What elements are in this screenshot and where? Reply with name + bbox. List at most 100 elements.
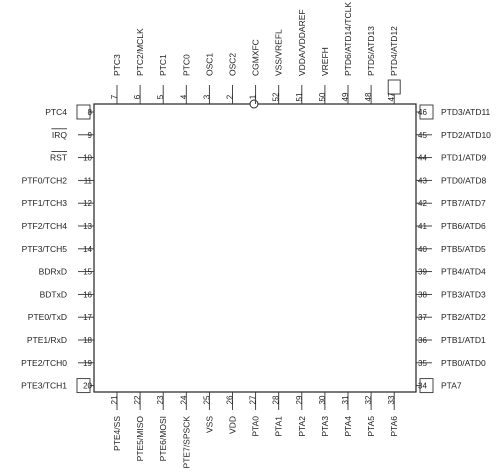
pin-number-32: 32 [364,395,373,404]
pin-label-17: PTE0/TxD [28,312,67,322]
pin-number-47: 47 [387,92,396,101]
pin-number-46: 46 [418,108,427,117]
pin-label-34: PTA7 [441,381,462,391]
pin-label-33: PTA6 [389,416,399,437]
pin-label-38: PTB3/ATD3 [441,289,486,299]
pin-label-36: PTB1/ATD1 [441,335,486,345]
pin-label-27: PTA0 [251,416,261,437]
pin-number-39: 39 [418,268,427,277]
pin-label-9: IRQ [52,130,68,140]
pin-label-8: PTC4 [45,107,67,117]
pin-number-29: 29 [295,395,304,404]
pin-number-15: 15 [83,268,92,277]
pin-number-51: 51 [295,92,304,101]
package-body [93,103,417,393]
pin-label-25: VSS [204,416,214,433]
pin-label-6: PTC2/MCLK [135,28,145,76]
pin-number-33: 33 [387,395,396,404]
pin-number-3: 3 [202,94,211,99]
pin-number-45: 45 [418,131,427,140]
pin-number-43: 43 [418,176,427,185]
pin-label-39: PTB4/ATD4 [441,267,486,277]
pin-label-15: BDRxD [39,267,67,277]
pin-number-35: 35 [418,359,427,368]
pin-label-45: PTD2/ATD10 [441,130,491,140]
pin-label-37: PTB2/ATD2 [441,312,486,322]
pin-label-14: PTF3/TCH5 [22,244,68,254]
pin-number-34: 34 [418,382,427,391]
pin-number-1: 1 [249,94,258,99]
pin-label-30: PTA3 [320,416,330,437]
pin-number-24: 24 [179,395,188,404]
pin-label-32: PTA5 [366,416,376,437]
pin-label-41: PTB6/ATD6 [441,221,486,231]
pin-number-50: 50 [318,92,327,101]
pin-label-46: PTD3/ATD11 [441,107,491,117]
pin-number-42: 42 [418,199,427,208]
pin-number-30: 30 [318,395,327,404]
pin-label-50: VREFH [320,47,330,76]
pin-box-20 [76,378,91,394]
pin-number-18: 18 [83,336,92,345]
pin-label-19: PTE2/TCH0 [21,358,67,368]
pin-number-4: 4 [179,94,188,99]
pin-number-48: 48 [364,92,373,101]
pin-label-29: PTA2 [297,416,307,437]
pin-box-8 [76,104,91,120]
pin-number-22: 22 [133,395,142,404]
pin-number-31: 31 [341,395,350,404]
pin-label-31: PTA4 [343,416,353,437]
pin-label-22: PTE5/MISO [135,416,145,462]
pin-label-2: OSC2 [228,53,238,76]
pin-label-44: PTD1/ATD9 [441,153,486,163]
pin-number-20: 20 [83,382,92,391]
pin-label-21: PTE4/SS [112,416,122,451]
pin-label-52: VSS/VREFL [274,29,284,76]
pin-number-2: 2 [226,94,235,99]
pin-number-52: 52 [272,92,281,101]
pin-label-10: RST [50,153,67,163]
pin-number-49: 49 [341,92,350,101]
pin-box-34 [419,378,434,394]
pin-number-19: 19 [83,359,92,368]
pin-number-37: 37 [418,313,427,322]
pin-box-46 [419,104,434,120]
pin-label-16: BDTxD [40,289,67,299]
pin-number-38: 38 [418,290,427,299]
pin-label-18: PTE1/RxD [27,335,67,345]
pin-number-21: 21 [110,395,119,404]
pin-label-11: PTF0/TCH2 [22,175,68,185]
pin-label-23: PTE6/MOSI [158,416,168,461]
pin-number-44: 44 [418,154,427,163]
pin-label-48: PTD5/ATD13 [366,26,376,76]
pin-number-7: 7 [110,94,119,99]
pin-label-12: PTF1/TCH3 [22,198,68,208]
pin-label-24: PTE7/SPSCK [181,416,191,469]
pin-number-40: 40 [418,245,427,254]
pin-label-7: PTC3 [112,54,122,76]
pin-number-5: 5 [156,94,165,99]
pin-number-8: 8 [88,108,93,117]
pin-label-42: PTB7/ATD7 [441,198,486,208]
pin-number-9: 9 [88,131,93,140]
pin-label-51: VDDA/VDDAREF [297,9,307,76]
pin-number-6: 6 [133,94,142,99]
pin-label-1: CGMXFC [251,39,261,76]
pin-box-47 [387,79,401,95]
pin-label-43: PTD0/ATD8 [441,175,486,185]
pin-label-20: PTE3/TCH1 [21,381,67,391]
pin-number-10: 10 [83,154,92,163]
pins-layer: 7 PTC3 6 PTC2/MCLK 5 PTC1 4 PTC0 3 OSC1 2 OSC2 1 CGMX… [21,2,491,469]
pin1-marker [249,99,259,109]
pin-number-13: 13 [83,222,92,231]
pin-number-17: 17 [83,313,92,322]
pin-number-41: 41 [418,222,427,231]
pin-label-26: VDD [228,416,238,434]
pin-label-35: PTB0/ATD0 [441,358,486,368]
pin-number-14: 14 [83,245,92,254]
pin-number-25: 25 [202,395,211,404]
pin-label-4: PTC0 [181,54,191,76]
pin-label-13: PTF2/TCH4 [22,221,68,231]
pin-number-16: 16 [83,290,92,299]
pin-label-47: PTD4/ATD12 [389,26,399,76]
